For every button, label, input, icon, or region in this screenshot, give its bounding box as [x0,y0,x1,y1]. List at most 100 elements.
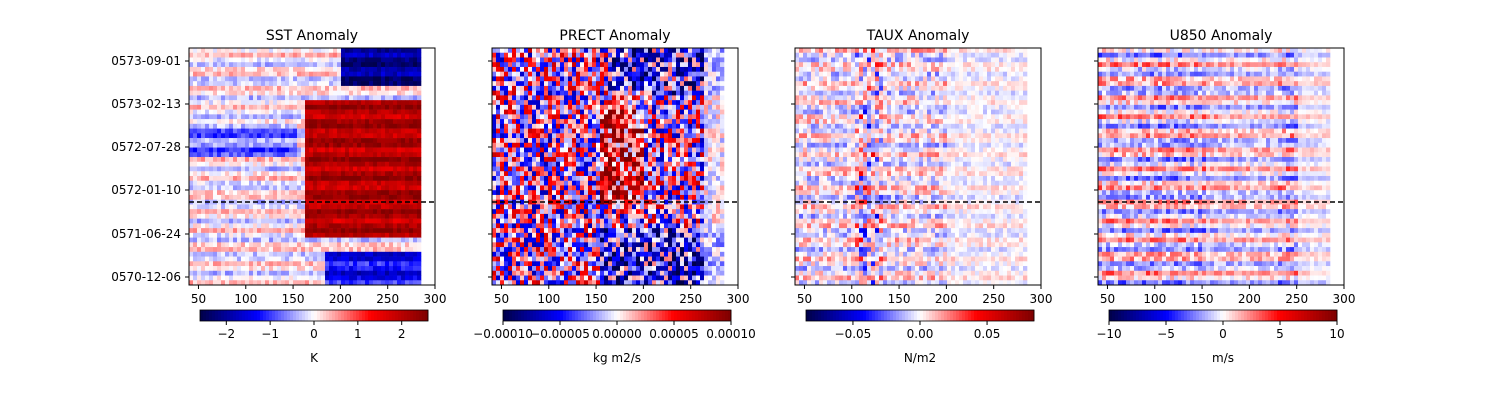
heatmap-cell [393,114,398,120]
heatmap-cell [409,213,414,219]
heatmap-cell [329,280,334,286]
heatmap-cell [652,175,657,182]
heatmap-cell [341,166,346,172]
heatmap-cell [397,128,402,134]
heatmap-cell [233,109,238,115]
heatmap-cell [413,232,418,238]
heatmap-cell [273,242,278,248]
heatmap-cell [640,57,645,63]
heatmap-cell [217,66,222,72]
heatmap-cell [313,247,318,253]
heatmap-cell [249,62,254,68]
heatmap-cell [209,161,214,167]
heatmap-cell [648,85,653,91]
heatmap-cell [333,95,338,101]
heatmap-cell [261,251,266,257]
heatmap-cell [237,119,242,125]
heatmap-cell [201,109,206,115]
heatmap-cell [528,109,533,115]
heatmap-cell [596,175,601,182]
heatmap-cell [704,199,709,205]
heatmap-cell [201,171,206,177]
heatmap-cell [417,270,422,276]
heatmap-cell [309,95,314,101]
heatmap-cell [345,133,350,139]
heatmap-cell [644,185,649,191]
heatmap-cell [193,104,198,110]
heatmap-cell [213,218,218,224]
heatmap-cell [409,175,414,182]
colorbar-segment [281,310,285,321]
heatmap-cell [349,62,354,68]
heatmap-cell [712,104,717,110]
heatmap-cell [229,57,234,63]
heatmap-cell [556,194,561,200]
heatmap-cell [656,66,661,72]
heatmap-cell [285,194,290,200]
heatmap-cell [592,76,597,82]
heatmap-cell [241,166,246,172]
heatmap-cell [524,175,529,182]
heatmap-cell [253,138,258,144]
heatmap-cell [401,133,406,139]
heatmap-cell [385,166,390,172]
heatmap-cell [580,123,585,129]
heatmap-cell [600,71,605,77]
heatmap-cell [692,62,697,68]
heatmap-cell [556,166,561,172]
heatmap-cell [357,104,362,110]
heatmap-cell [361,266,366,272]
heatmap-cell [337,247,342,253]
heatmap-cell [205,147,210,153]
heatmap-cell [588,157,593,163]
heatmap-cell [496,147,501,153]
heatmap-cell [337,95,342,101]
heatmap-cell [393,76,398,82]
heatmap-cell [333,270,338,276]
heatmap-cell [217,232,222,238]
heatmap-cell [245,81,250,87]
heatmap-cell [628,66,633,72]
heatmap-cell [576,71,581,77]
heatmap-cell [285,180,290,186]
colorbar-segment [314,310,318,321]
heatmap-cell [289,237,294,243]
heatmap-cell [492,152,497,158]
heatmap-cell [217,90,222,96]
heatmap-cell [700,76,705,82]
heatmap-cell [676,66,681,72]
heatmap-cell [564,190,569,196]
heatmap-cell [249,166,254,172]
heatmap-cell [357,142,362,148]
heatmap-cell [385,228,390,234]
heatmap-cell [568,166,573,172]
heatmap-cell [632,175,637,182]
heatmap-cell [500,157,505,163]
heatmap-cell [309,275,314,281]
heatmap-cell [512,85,517,91]
heatmap-cell [652,142,657,148]
heatmap-cell [620,85,625,91]
heatmap-cell [536,90,541,96]
heatmap-cell [608,119,613,125]
heatmap-cell [381,100,386,106]
heatmap-cell [640,114,645,120]
heatmap-cell [409,81,414,87]
heatmap-cell [417,142,422,148]
heatmap-cell [225,133,230,139]
heatmap-cell [652,104,657,110]
heatmap-cell [285,280,290,286]
heatmap-cell [353,95,358,101]
heatmap-cell [313,232,318,238]
heatmap-cell [385,95,390,101]
heatmap-cell [401,242,406,248]
heatmap-cell [209,204,214,210]
heatmap-cell [520,85,525,91]
heatmap-cell [405,152,410,158]
heatmap-cell [217,100,222,106]
heatmap-cell [233,261,238,267]
heatmap-cell [285,237,290,243]
heatmap-cell [241,190,246,196]
heatmap-cell [253,232,258,238]
heatmap-cell [500,194,505,200]
